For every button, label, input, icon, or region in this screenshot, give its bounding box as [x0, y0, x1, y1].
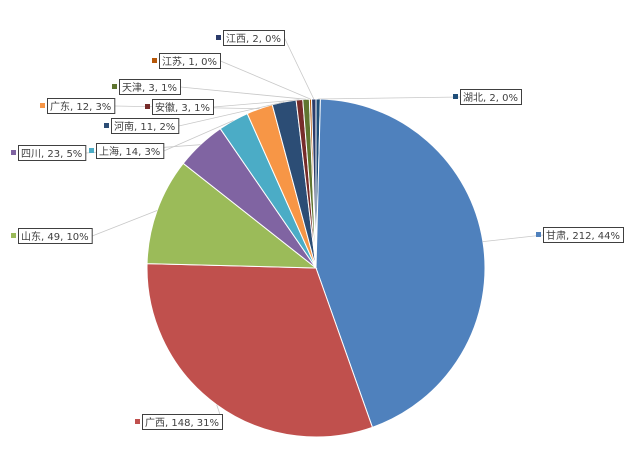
- data-label-text-3: 广西, 148, 31%: [145, 417, 219, 429]
- leader-line-12: [284, 37, 315, 100]
- data-label-text-4: 山东, 49, 10%: [21, 230, 89, 243]
- leader-line-8: [178, 101, 285, 127]
- data-label-key-4: [11, 233, 16, 238]
- data-label-key-6: [89, 148, 94, 153]
- data-label-box-3: [142, 414, 223, 430]
- data-label-key-8: [104, 123, 109, 128]
- data-label-box-12: [223, 30, 285, 46]
- data-label-box-11: [159, 53, 221, 69]
- data-label-key-10: [112, 84, 117, 89]
- data-label-key-11: [152, 58, 157, 63]
- data-label-box-1: [460, 89, 522, 105]
- data-label-box-7: [47, 98, 116, 114]
- data-label-text-7: 广东, 12, 3%: [50, 100, 111, 113]
- data-label-key-1: [453, 94, 458, 99]
- data-label-text-5: 四川, 23, 5%: [21, 149, 82, 160]
- leader-line-1: [318, 96, 461, 100]
- leader-line-2: [482, 234, 544, 242]
- data-label-key-9: [145, 104, 150, 109]
- data-label-box-2: [543, 227, 624, 243]
- pie-slice-4: [146, 162, 318, 269]
- leader-line-10: [180, 86, 307, 100]
- pie-slice-3: [146, 263, 374, 438]
- data-label-box-10: [119, 79, 181, 95]
- data-label-text-2: 甘肃, 212, 44%: [546, 229, 620, 242]
- leader-line-6: [163, 120, 234, 152]
- data-label-text-12: 江西, 2, 0%: [226, 33, 281, 45]
- leader-line-9: [213, 99, 300, 108]
- data-label-key-7: [40, 103, 45, 108]
- data-label-box-5: [18, 145, 87, 161]
- data-label-box-6: [96, 143, 165, 159]
- data-label-text-10: 天津, 3, 1%: [122, 82, 177, 94]
- data-label-key-5: [11, 150, 16, 155]
- data-label-box-9: [152, 99, 214, 115]
- data-label-box-8: [111, 118, 180, 134]
- data-label-key-2: [536, 232, 541, 237]
- pie-slice-12: [311, 98, 317, 269]
- data-label-text-6: 上海, 14, 3%: [99, 145, 160, 158]
- data-label-text-9: 安徽, 3, 1%: [155, 101, 210, 114]
- data-label-text-1: 湖北, 2, 0%: [463, 92, 518, 104]
- data-label-text-11: 江苏, 1, 0%: [162, 55, 217, 68]
- leader-line-4: [92, 210, 158, 237]
- data-label-text-8: 河南, 11, 2%: [114, 120, 175, 133]
- leader-lines: [85, 37, 544, 423]
- data-labels: 湖北, 2, 0% 甘肃, 212, 44% 广西, 148, 31% 山东, 49,…: [11, 30, 624, 430]
- data-label-key-3: [135, 419, 140, 424]
- data-label-box-4: [18, 228, 93, 244]
- leader-line-11: [220, 60, 311, 100]
- data-label-key-12: [216, 35, 221, 40]
- pie-slices: [146, 98, 486, 438]
